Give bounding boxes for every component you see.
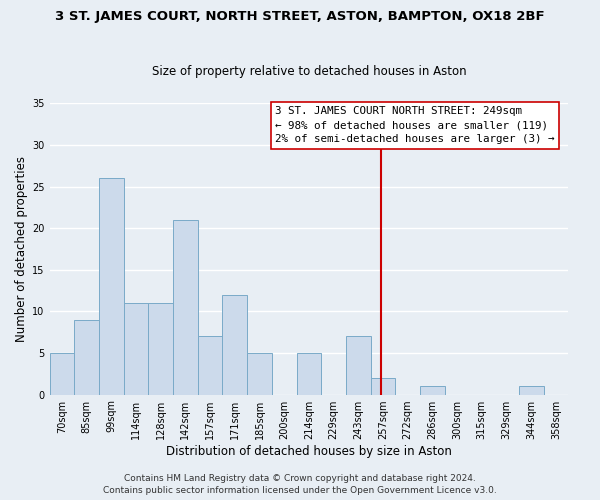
- Bar: [173, 220, 198, 394]
- Bar: [148, 303, 173, 394]
- Text: Contains HM Land Registry data © Crown copyright and database right 2024.
Contai: Contains HM Land Registry data © Crown c…: [103, 474, 497, 495]
- Bar: [99, 178, 124, 394]
- Bar: [296, 353, 321, 395]
- Bar: [519, 386, 544, 394]
- Bar: [420, 386, 445, 394]
- Bar: [198, 336, 223, 394]
- Text: 3 ST. JAMES COURT NORTH STREET: 249sqm
← 98% of detached houses are smaller (119: 3 ST. JAMES COURT NORTH STREET: 249sqm ←…: [275, 106, 554, 144]
- Y-axis label: Number of detached properties: Number of detached properties: [15, 156, 28, 342]
- Bar: [247, 353, 272, 395]
- Bar: [124, 303, 148, 394]
- Bar: [346, 336, 371, 394]
- Bar: [50, 353, 74, 395]
- Bar: [371, 378, 395, 394]
- Bar: [223, 294, 247, 394]
- Text: 3 ST. JAMES COURT, NORTH STREET, ASTON, BAMPTON, OX18 2BF: 3 ST. JAMES COURT, NORTH STREET, ASTON, …: [55, 10, 545, 23]
- X-axis label: Distribution of detached houses by size in Aston: Distribution of detached houses by size …: [166, 444, 452, 458]
- Bar: [74, 320, 99, 394]
- Title: Size of property relative to detached houses in Aston: Size of property relative to detached ho…: [152, 66, 466, 78]
